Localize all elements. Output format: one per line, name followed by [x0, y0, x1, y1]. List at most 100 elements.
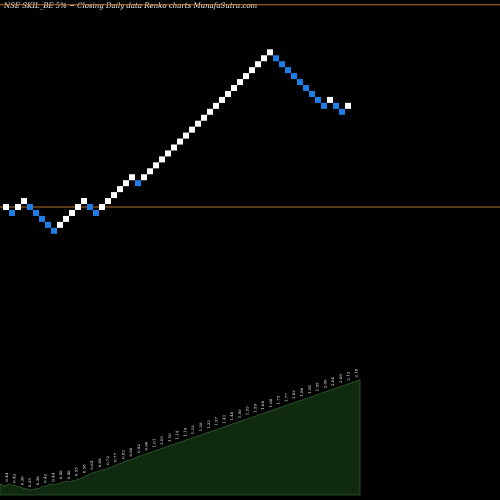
renko-brick	[159, 156, 165, 163]
level-lines	[0, 4, 500, 208]
price-label: 1.68	[268, 398, 273, 407]
renko-brick	[123, 180, 129, 187]
price-label: 1.77	[283, 393, 288, 402]
renko-brick	[9, 209, 15, 216]
renko-brick	[315, 96, 321, 103]
renko-brick	[201, 114, 207, 121]
price-label: 0.92	[136, 444, 141, 453]
renko-brick	[237, 79, 243, 86]
renko-brick	[45, 221, 51, 228]
renko-brick	[27, 204, 33, 210]
renko-brick	[135, 180, 141, 187]
price-label: 1.19	[182, 427, 187, 436]
price-label: 0.58	[81, 464, 86, 473]
price-label: 2.00	[322, 379, 327, 388]
renko-brick	[213, 102, 219, 109]
renko-brick	[93, 209, 99, 216]
price-label: 2.09	[338, 374, 343, 383]
renko-brick	[177, 138, 183, 145]
price-label: 1.41	[221, 415, 226, 424]
price-label: 1.50	[237, 409, 242, 418]
price-label: 0.48	[66, 470, 71, 479]
price-area	[0, 379, 361, 496]
price-label: 0.42	[12, 473, 17, 482]
renko-brick	[39, 215, 45, 222]
price-label: 2.18	[353, 368, 358, 377]
renko-brick	[99, 204, 105, 210]
chart-title: NSE SKIL_BE 5% ~ Closing Daily data Renk…	[3, 2, 258, 10]
renko-brick	[219, 96, 225, 103]
price-label: 0.82	[120, 450, 125, 459]
price-label: 0.64	[89, 460, 94, 469]
renko-brick	[141, 174, 147, 181]
renko-brick	[297, 79, 303, 86]
renko-brick	[183, 132, 189, 139]
renko-brick	[75, 204, 81, 210]
price-label: 0.38	[35, 476, 40, 485]
renko-brick	[273, 55, 279, 62]
renko-brick	[249, 67, 255, 74]
renko-brick	[15, 204, 21, 210]
renko-brick	[195, 120, 201, 127]
renko-brick	[333, 102, 339, 109]
volume-area	[0, 379, 361, 496]
renko-brick	[51, 227, 57, 234]
price-label: 0.35	[27, 478, 32, 487]
price-label: 1.46	[229, 411, 234, 420]
renko-brick	[3, 204, 9, 210]
renko-brick	[111, 192, 117, 199]
renko-brick	[345, 102, 351, 109]
renko-brick	[327, 96, 333, 103]
renko-brick	[303, 85, 309, 91]
price-label: 2.13	[346, 371, 351, 380]
renko-brick	[255, 61, 261, 68]
renko-brick	[129, 174, 135, 181]
renko-brick	[321, 102, 327, 109]
renko-bricks	[3, 49, 351, 234]
renko-brick	[267, 49, 273, 56]
price-label: 0.86	[128, 447, 133, 456]
price-label: 1.28	[198, 422, 203, 431]
price-label: 1.82	[291, 390, 296, 399]
renko-brick	[153, 162, 159, 169]
price-label: 1.32	[206, 420, 211, 429]
renko-brick	[165, 150, 171, 157]
renko-brick	[243, 73, 249, 80]
renko-brick	[63, 215, 69, 222]
price-label: 0.68	[97, 458, 102, 467]
price-label: 0.48	[58, 470, 63, 479]
price-label: 1.73	[276, 395, 281, 404]
renko-brick	[117, 186, 123, 193]
price-label: 1.95	[315, 382, 320, 391]
renko-brick	[261, 55, 267, 62]
renko-brick	[147, 168, 153, 175]
renko-brick	[291, 73, 297, 80]
renko-brick	[339, 108, 345, 115]
renko-brick	[285, 67, 291, 74]
price-label: 0.44	[50, 472, 55, 481]
price-label: 1.05	[159, 436, 164, 445]
renko-brick	[171, 144, 177, 151]
price-label: 0.53	[74, 467, 79, 476]
price-label: 1.01	[151, 439, 156, 448]
renko-brick	[105, 198, 111, 205]
price-label: 1.64	[260, 401, 265, 410]
renko-brick	[279, 61, 285, 68]
price-label: 1.37	[214, 417, 219, 426]
renko-brick	[231, 85, 237, 91]
price-label: 1.14	[175, 430, 180, 439]
price-label: 0.38	[19, 476, 24, 485]
price-label: 0.44	[4, 472, 9, 481]
price-label: 1.59	[252, 404, 257, 413]
renko-brick	[69, 209, 75, 216]
price-label: 0.42	[43, 473, 48, 482]
price-label: 0.96	[144, 441, 149, 450]
price-label: 0.77	[113, 453, 118, 462]
renko-brick	[207, 108, 213, 115]
renko-brick	[225, 90, 231, 97]
renko-brick	[33, 209, 39, 216]
price-label: 0.72	[105, 456, 110, 465]
renko-brick	[57, 221, 63, 228]
price-label: 1.55	[245, 406, 250, 415]
